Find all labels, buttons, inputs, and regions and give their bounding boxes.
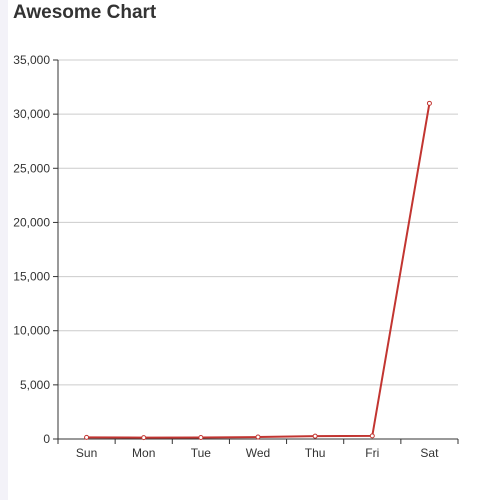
series-group: [84, 100, 432, 441]
y-tick-label: 0: [43, 432, 50, 446]
data-point[interactable]: [198, 434, 204, 440]
y-tick-label: 25,000: [13, 161, 50, 175]
data-point[interactable]: [84, 434, 90, 440]
data-point[interactable]: [426, 100, 432, 106]
x-tick-label: Tue: [191, 446, 212, 460]
x-axis: Sun Mon Tue Wed Thu Fri Sat: [57, 438, 459, 460]
data-point[interactable]: [255, 434, 261, 440]
x-tick-label: Mon: [132, 446, 155, 460]
series-line: [86, 103, 431, 439]
y-tick-label: 35,000: [13, 53, 50, 67]
x-tick-label: Sat: [420, 446, 439, 460]
chart-title: Awesome Chart: [13, 2, 157, 23]
data-point[interactable]: [141, 435, 147, 441]
y-tick-label: 15,000: [13, 270, 50, 284]
y-tick-label: 30,000: [13, 107, 50, 121]
left-edge-strip: [0, 0, 8, 500]
x-tick-label: Thu: [305, 446, 326, 460]
data-point[interactable]: [369, 433, 375, 439]
x-tick-label: Fri: [365, 446, 379, 460]
y-axis: 0 5,000 10,000 15,000 20,000 25,000 30,000 35,0…: [13, 53, 59, 446]
y-tick-label: 10,000: [13, 324, 50, 338]
y-tick-label: 5,000: [20, 378, 50, 392]
x-tick-label: Wed: [246, 446, 270, 460]
x-tick-label: Sun: [76, 446, 97, 460]
data-point[interactable]: [312, 433, 318, 439]
grid-lines: [58, 59, 458, 386]
y-tick-label: 20,000: [13, 215, 50, 229]
